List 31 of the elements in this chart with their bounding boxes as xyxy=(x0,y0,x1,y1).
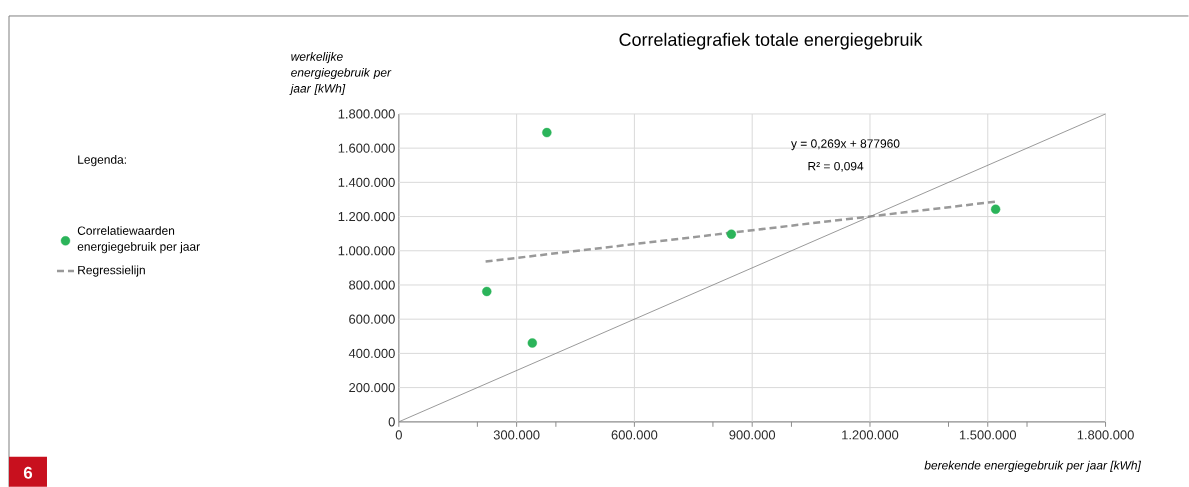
y-tick-label: 0 xyxy=(388,417,395,427)
y-tick-label: 1.400.000 xyxy=(338,177,395,187)
y-tick-label: 1.000.000 xyxy=(338,246,395,256)
legend-label: Regressielijn xyxy=(78,265,145,277)
x-tick-label: 300.000 xyxy=(493,430,540,440)
annotation: R² = 0,094 xyxy=(808,161,864,172)
x-tick-label: 600.000 xyxy=(611,430,658,440)
x-tick-label: 900.000 xyxy=(729,430,776,440)
point xyxy=(726,229,737,239)
y-axis-title: werkelijke energiegebruik per jaar [kWh] xyxy=(289,51,392,95)
annotation: y = 0,269x + 877960 xyxy=(791,139,900,150)
point xyxy=(542,127,552,138)
x-tick-label: 1.500.000 xyxy=(959,430,1017,440)
x-tick-label: 0 xyxy=(395,430,402,440)
point xyxy=(990,204,1001,214)
x-tick-label: 1.800.000 xyxy=(1077,430,1134,440)
point xyxy=(527,338,538,348)
y-tick-label: 1.800.000 xyxy=(338,109,395,119)
legend-title: Legenda: xyxy=(78,154,126,167)
point xyxy=(482,286,492,297)
y-tick-label: 600.000 xyxy=(349,314,395,324)
y-tick-label: 200.000 xyxy=(349,382,395,393)
y-tick-label: 1.200.000 xyxy=(338,211,395,221)
y-tick-label: 1.600.000 xyxy=(338,143,395,153)
chart-title: Correlatiegrafiek totale energiegebruik xyxy=(619,32,923,50)
legend-label: Correlatiewaarden energiegebruik per jaar xyxy=(77,226,200,254)
text: 6 xyxy=(23,466,33,479)
x-axis-title: berekende energiegebruik per jaar [kWh] xyxy=(924,460,1142,472)
y-tick-label: 800.000 xyxy=(349,280,395,290)
x-tick-label: 1.200.000 xyxy=(842,430,899,440)
y-tick-label: 400.000 xyxy=(348,348,395,358)
